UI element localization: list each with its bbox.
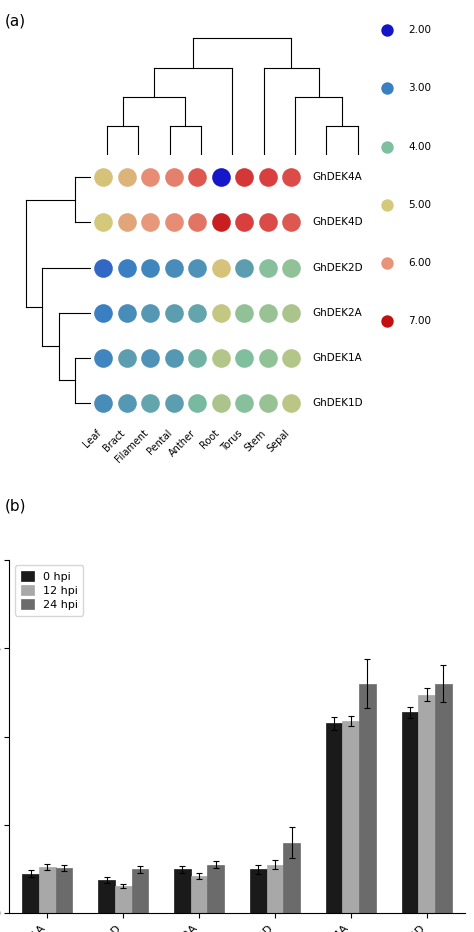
- Bar: [418, 694, 435, 913]
- Point: [217, 305, 225, 320]
- Bar: [342, 721, 359, 913]
- Bar: [435, 683, 452, 913]
- Legend: 0 hpi, 12 hpi, 24 hpi: 0 hpi, 12 hpi, 24 hpi: [15, 566, 83, 615]
- Point: [123, 305, 130, 320]
- Point: [240, 170, 248, 185]
- Point: [123, 170, 130, 185]
- Point: [264, 305, 272, 320]
- Point: [287, 215, 295, 230]
- Point: [264, 395, 272, 410]
- Text: 5.00: 5.00: [408, 199, 431, 210]
- Point: [170, 395, 177, 410]
- Point: [240, 350, 248, 365]
- Point: [123, 350, 130, 365]
- Text: GhDEK2D: GhDEK2D: [312, 263, 363, 272]
- Point: [100, 395, 107, 410]
- Point: [170, 305, 177, 320]
- Bar: [39, 867, 56, 913]
- Point: [146, 305, 154, 320]
- Point: [170, 170, 177, 185]
- Point: [240, 305, 248, 320]
- Bar: [401, 712, 418, 913]
- Text: 4.00: 4.00: [408, 142, 431, 152]
- Bar: [266, 865, 283, 913]
- Bar: [115, 886, 132, 913]
- Bar: [56, 869, 73, 913]
- Point: [146, 260, 154, 275]
- Text: GhDEK1A: GhDEK1A: [312, 352, 362, 363]
- Point: [264, 215, 272, 230]
- Point: [146, 350, 154, 365]
- Bar: [174, 870, 191, 913]
- Text: GhDEK2A: GhDEK2A: [312, 308, 362, 318]
- Point: [217, 350, 225, 365]
- Point: [217, 260, 225, 275]
- Point: [146, 395, 154, 410]
- Bar: [208, 865, 224, 913]
- Point: [193, 305, 201, 320]
- Bar: [250, 870, 266, 913]
- Point: [287, 170, 295, 185]
- Point: [146, 170, 154, 185]
- Point: [123, 215, 130, 230]
- Point: [193, 395, 201, 410]
- Bar: [98, 880, 115, 913]
- Point: [170, 350, 177, 365]
- Bar: [22, 873, 39, 913]
- Bar: [359, 683, 376, 913]
- Point: [264, 350, 272, 365]
- Point: [100, 350, 107, 365]
- Point: [193, 350, 201, 365]
- Point: [100, 215, 107, 230]
- Point: [123, 260, 130, 275]
- Point: [217, 170, 225, 185]
- Point: [287, 260, 295, 275]
- Point: [240, 395, 248, 410]
- Point: [193, 260, 201, 275]
- Point: [287, 350, 295, 365]
- Point: [100, 260, 107, 275]
- Bar: [326, 723, 342, 913]
- Text: 2.00: 2.00: [408, 25, 431, 35]
- Text: GhDEK1D: GhDEK1D: [312, 398, 363, 407]
- Text: 7.00: 7.00: [408, 316, 431, 326]
- Point: [100, 170, 107, 185]
- Point: [217, 395, 225, 410]
- Point: [170, 260, 177, 275]
- Text: GhDEK4D: GhDEK4D: [312, 217, 363, 227]
- Point: [287, 305, 295, 320]
- Point: [123, 395, 130, 410]
- Point: [217, 215, 225, 230]
- Point: [193, 215, 201, 230]
- Text: 6.00: 6.00: [408, 258, 431, 268]
- Bar: [283, 843, 300, 913]
- Text: (b): (b): [5, 499, 26, 514]
- Point: [170, 215, 177, 230]
- Bar: [132, 870, 148, 913]
- Point: [193, 170, 201, 185]
- Bar: [191, 876, 208, 913]
- Text: GhDEK4A: GhDEK4A: [312, 172, 362, 183]
- Point: [287, 395, 295, 410]
- Point: [264, 260, 272, 275]
- Point: [100, 305, 107, 320]
- Point: [264, 170, 272, 185]
- Point: [146, 215, 154, 230]
- Text: (a): (a): [5, 14, 26, 29]
- Text: 3.00: 3.00: [408, 83, 431, 93]
- Point: [240, 260, 248, 275]
- Point: [240, 215, 248, 230]
